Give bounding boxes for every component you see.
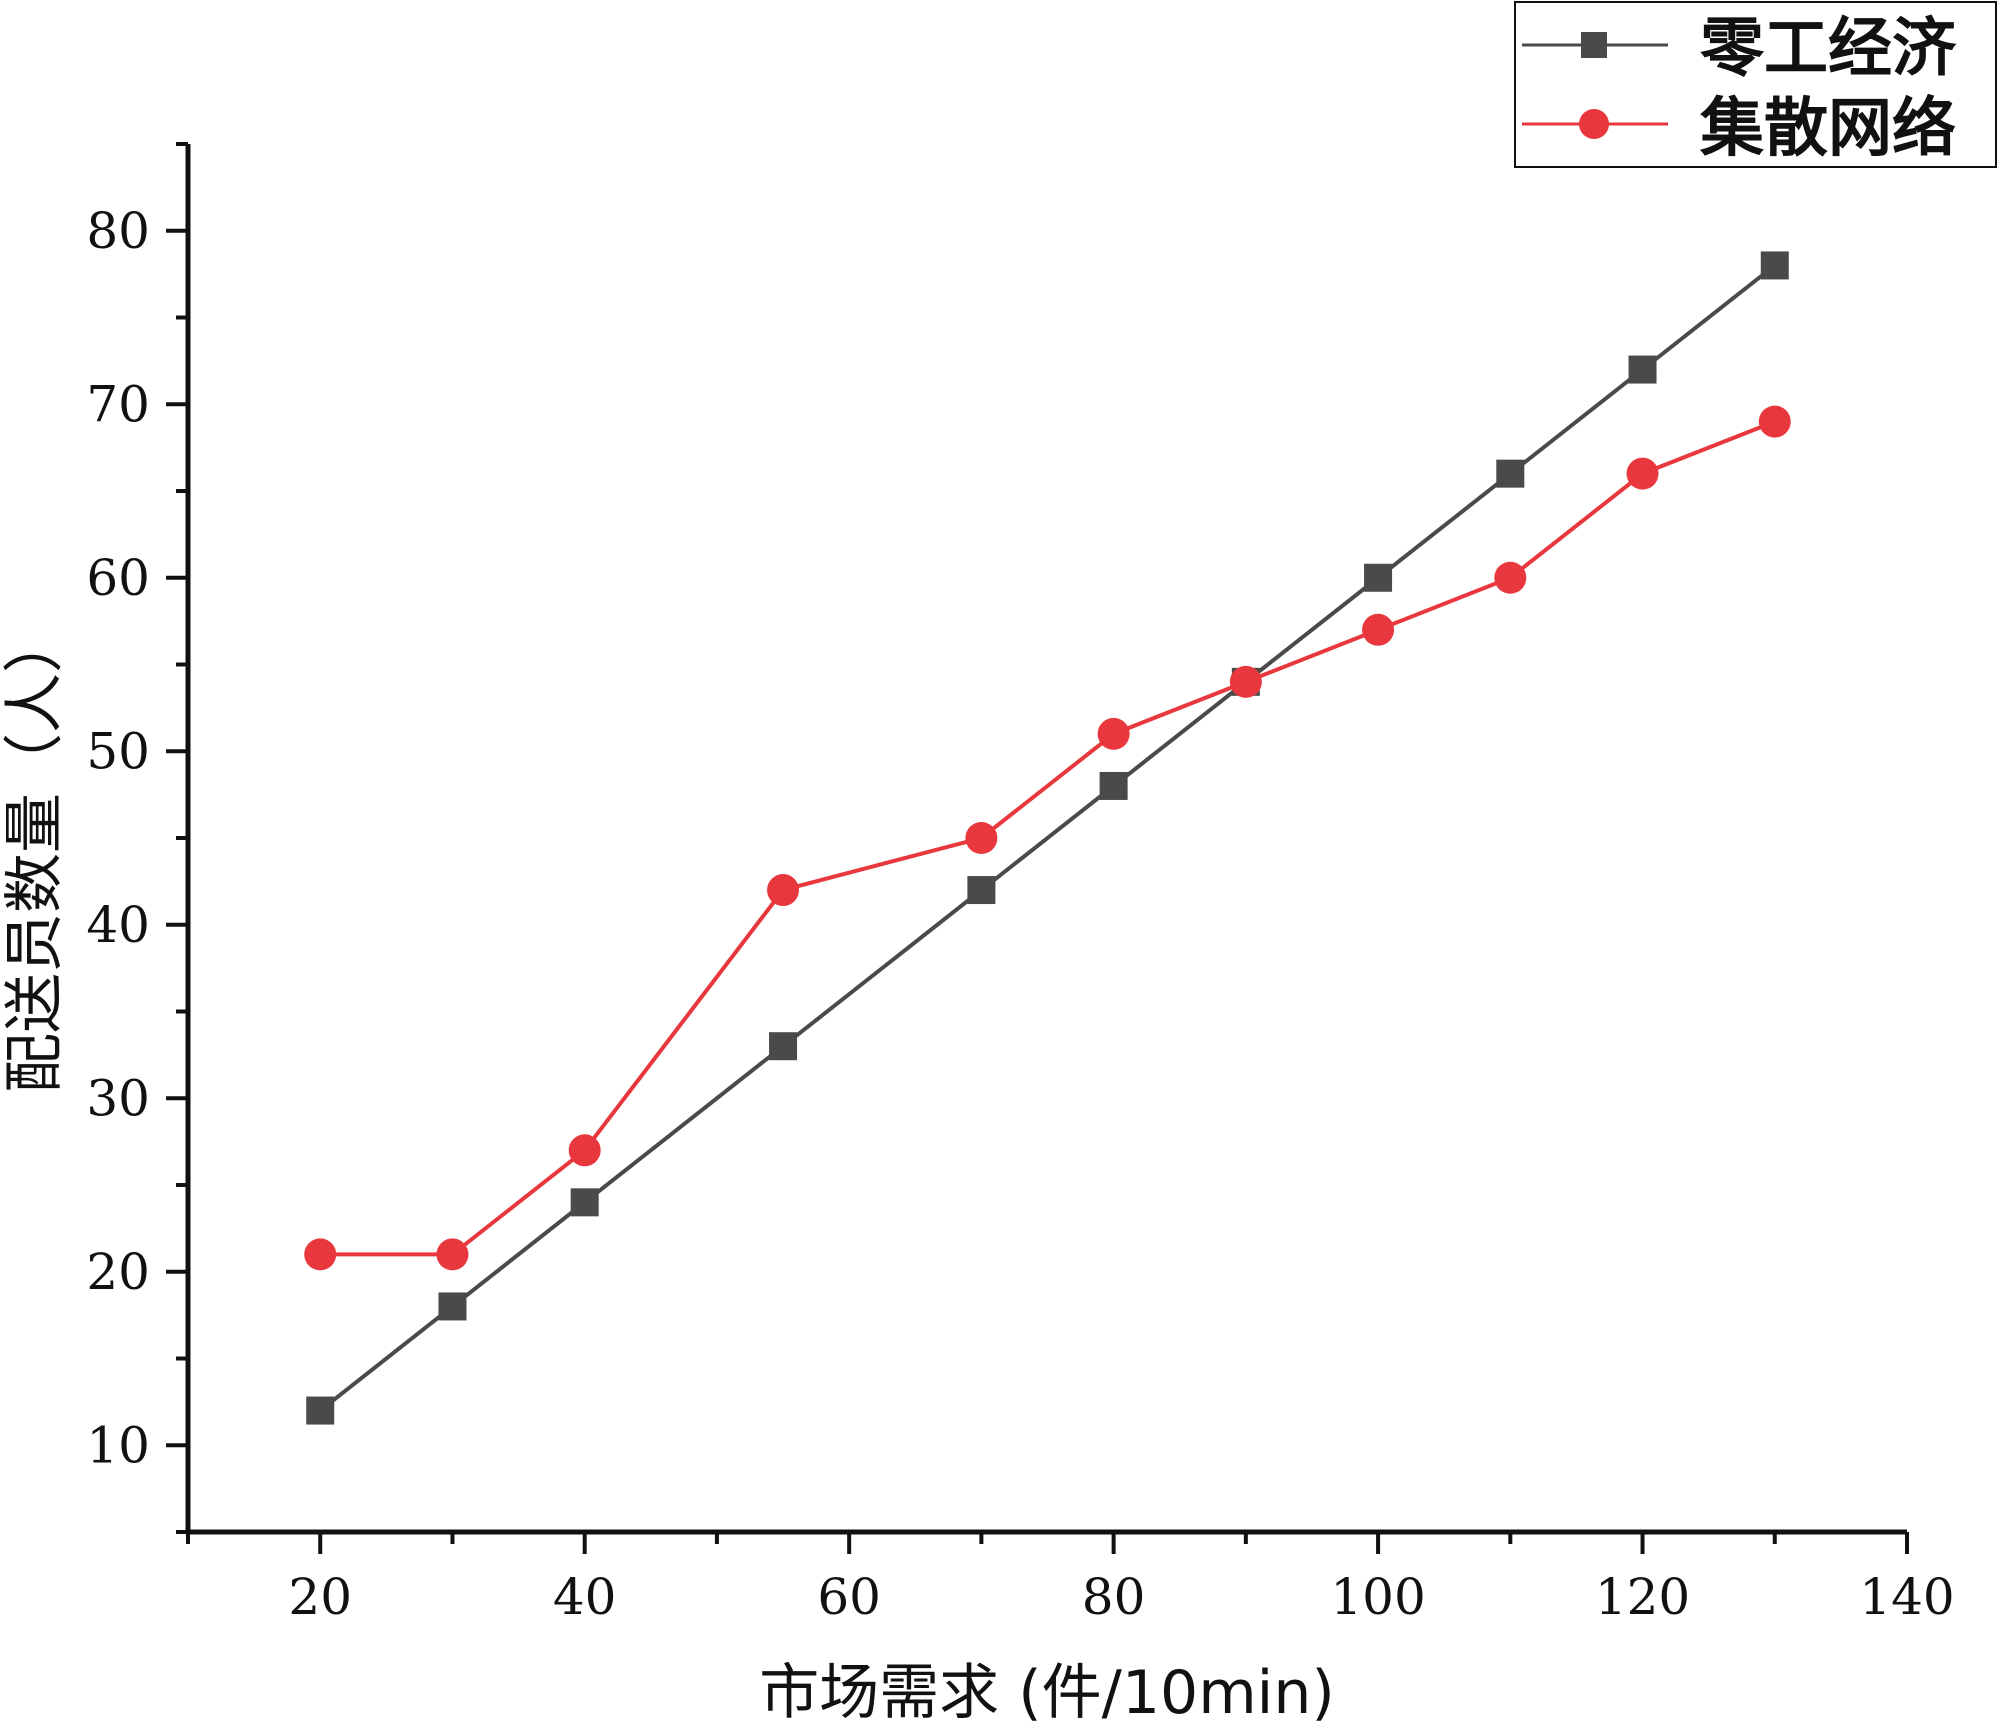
data-point-square — [438, 1292, 467, 1321]
data-point-circle — [767, 874, 800, 907]
data-point-square — [570, 1188, 599, 1217]
x-tick-label: 40 — [553, 1568, 617, 1626]
data-point-circle — [436, 1238, 469, 1271]
legend-label-series-2: 集散网络 — [1699, 92, 1956, 166]
y-tick-label: 40 — [86, 896, 150, 954]
x-tick-label: 20 — [288, 1568, 352, 1626]
data-point-circle — [1229, 665, 1262, 698]
y-tick-label: 10 — [86, 1416, 150, 1474]
legend-box — [1514, 1, 1997, 168]
x-tick-label: 140 — [1859, 1568, 1954, 1626]
data-point-square — [1760, 251, 1789, 280]
data-point-circle — [1758, 405, 1791, 438]
y-tick-label: 20 — [86, 1243, 150, 1301]
y-tick-label: 30 — [86, 1069, 150, 1127]
y-tick-label: 80 — [86, 202, 150, 260]
data-point-circle — [965, 822, 998, 854]
x-tick-label: 80 — [1082, 1568, 1146, 1626]
data-point-circle — [1097, 717, 1130, 750]
series-layer — [304, 251, 1791, 1425]
data-point-square — [306, 1396, 335, 1425]
legend-marker-square — [1581, 32, 1607, 58]
data-point-square — [1364, 563, 1393, 592]
y-axis-title: 配送员数量（人） — [0, 613, 70, 1093]
data-point-square — [1496, 459, 1525, 488]
y-tick-label: 70 — [86, 375, 150, 433]
y-tick-label: 50 — [86, 722, 150, 780]
data-point-square — [769, 1032, 798, 1061]
data-point-circle — [304, 1238, 337, 1271]
x-axis-title: 市场需求 (件/10min) — [759, 1658, 1335, 1725]
data-point-circle — [1626, 457, 1659, 490]
data-point-circle — [1494, 561, 1527, 594]
x-tick-label: 100 — [1330, 1568, 1425, 1626]
data-point-circle — [1362, 613, 1395, 646]
x-ticks: 20 40 60 80 100 120 140 — [186, 1532, 1955, 1626]
legend-marker-circle — [1579, 109, 1609, 139]
series-line-1 — [318, 263, 1777, 1413]
y-ticks: 10 20 30 40 50 60 70 80 — [86, 142, 188, 1534]
y-tick-label: 60 — [86, 549, 150, 607]
data-point-circle — [568, 1134, 601, 1167]
legend-label-series-1: 零工经济 — [1700, 12, 1957, 86]
legend: 零工经济 集散网络 — [1514, 1, 1997, 168]
x-tick-label: 60 — [817, 1568, 881, 1626]
data-point-square — [1099, 771, 1128, 800]
data-point-square — [967, 876, 996, 905]
x-tick-label: 120 — [1595, 1568, 1690, 1626]
data-point-square — [1628, 355, 1657, 384]
